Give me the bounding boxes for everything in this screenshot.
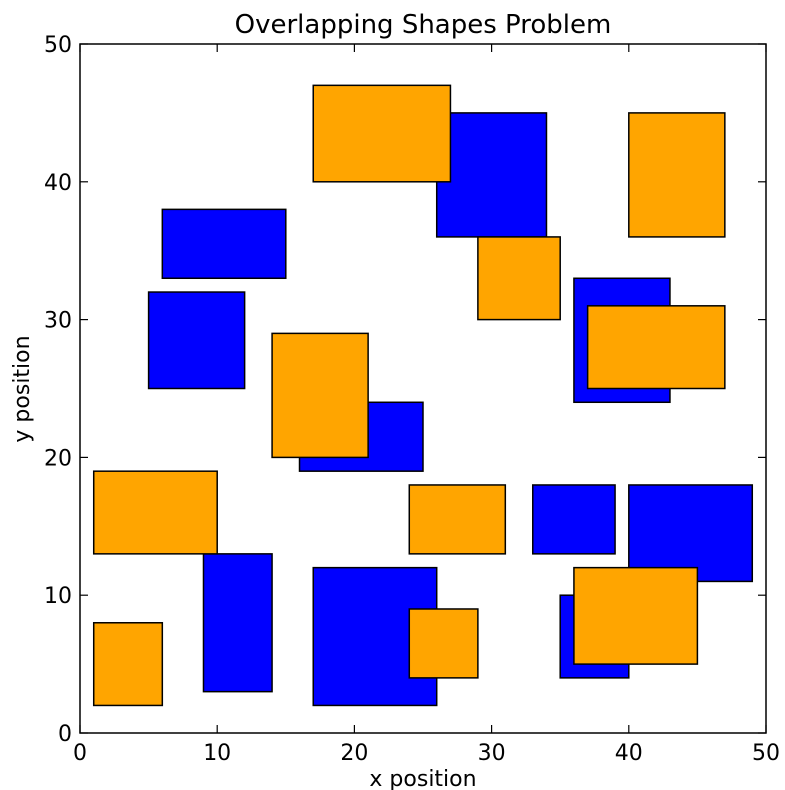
orange-rect-6 (92, 470, 218, 555)
y-tick-label: 0 (58, 722, 72, 747)
orange-rect-4 (586, 305, 726, 390)
x-tick-label: 20 (340, 741, 368, 766)
blue-rect-8 (202, 553, 273, 693)
blue-rect-6 (532, 484, 616, 555)
y-tick-label: 10 (44, 584, 72, 609)
blue-rect-1 (435, 112, 548, 238)
plot-area: 0 10 20 30 40 50 0 10 20 30 40 50 (44, 33, 780, 766)
x-tick-label: 50 (752, 741, 780, 766)
orange-rect-9 (408, 608, 479, 679)
y-tick-label: 20 (44, 446, 72, 471)
axes-frame (79, 43, 767, 734)
x-tick-label: 0 (73, 741, 87, 766)
x-tick-label: 10 (203, 741, 231, 766)
y-tick-label: 30 (44, 309, 72, 334)
orange-rect-1 (312, 84, 452, 183)
x-tick-label: 30 (478, 741, 506, 766)
x-tick-label: 40 (615, 741, 643, 766)
y-tick-label: 50 (44, 33, 72, 58)
orange-rect-3 (477, 236, 561, 321)
orange-rect-10 (92, 622, 164, 707)
orange-rect-2 (628, 112, 726, 238)
y-tick-label: 40 (44, 171, 72, 196)
blue-rect-3 (147, 291, 246, 390)
orange-rect-5 (271, 332, 369, 459)
orange-rect-8 (573, 566, 699, 665)
x-axis-label: x position (369, 767, 476, 790)
blue-rect-2 (161, 208, 287, 280)
y-axis-label: y position (10, 335, 35, 442)
orange-rect-7 (408, 484, 507, 555)
blue-rect-7 (628, 484, 754, 583)
chart-title: Overlapping Shapes Problem (235, 10, 612, 40)
